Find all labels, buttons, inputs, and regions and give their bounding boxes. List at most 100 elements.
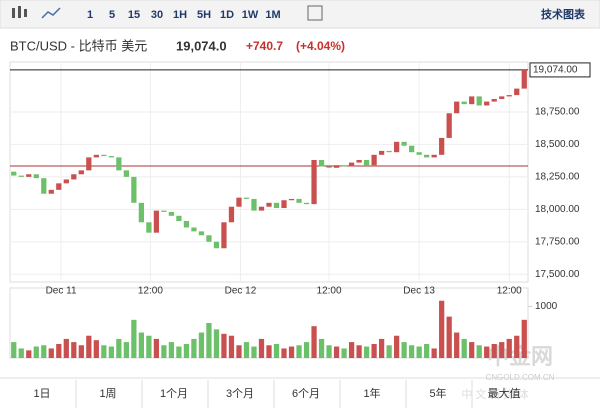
candle-body (93, 154, 99, 158)
candle-body (71, 174, 77, 180)
candle-body (326, 166, 332, 168)
volume-bar (431, 348, 437, 358)
candle-body (213, 241, 220, 249)
candle-body (386, 150, 392, 153)
volume-bar (108, 346, 114, 358)
candle-body (108, 156, 114, 158)
candle-body (348, 162, 355, 167)
candle-body (153, 210, 160, 233)
candle-body (371, 154, 377, 166)
candle-body (454, 101, 460, 114)
volume-bar (401, 342, 407, 358)
range-button[interactable]: 1周 (99, 387, 116, 400)
candle-body (303, 202, 310, 205)
x-tick-label: Dec 11 (46, 286, 77, 297)
candle-body (491, 98, 497, 102)
candle-body (221, 222, 227, 249)
volume-tick-label: 1000 (535, 301, 558, 312)
range-button[interactable]: 5年 (429, 386, 446, 400)
volume-bar (446, 316, 452, 358)
candle-body (183, 220, 190, 228)
candle-body (206, 235, 212, 242)
range-button[interactable]: 最大值 (488, 386, 521, 400)
interval-button[interactable]: 5H (197, 9, 211, 21)
candle-body (243, 197, 250, 199)
volume-bar (499, 342, 505, 358)
volume-bar (469, 342, 475, 358)
line-icon[interactable] (41, 7, 61, 19)
candle-body (41, 178, 47, 194)
volume-bar (86, 335, 92, 358)
last-price-box (529, 62, 591, 78)
range-button[interactable]: 3个月 (226, 387, 254, 400)
volume-bar (11, 342, 17, 358)
volume-bar (318, 338, 325, 358)
y-tick-label: 18,000.00 (535, 204, 580, 215)
volume-bar (71, 342, 77, 358)
watermark-slogan: 中 文 新 媒 体 (461, 387, 528, 401)
volume-bar (41, 345, 47, 358)
candle-body (191, 227, 197, 232)
volume-bar (161, 345, 167, 358)
volume-bar (491, 344, 497, 358)
range-button[interactable]: 1年 (363, 386, 380, 400)
volume-bar (206, 323, 212, 358)
candle-body (161, 210, 167, 212)
settings-icon[interactable] (307, 5, 323, 21)
interval-button[interactable]: 1H (173, 9, 187, 21)
candle-body (439, 137, 445, 155)
volume-bar (131, 319, 137, 358)
candle-body (63, 179, 69, 184)
volume-bar (363, 346, 370, 358)
candle-icon[interactable] (12, 6, 27, 18)
volume-bar (506, 338, 512, 358)
candle-body (469, 96, 475, 105)
candle-body (318, 159, 325, 167)
candle-body (101, 154, 107, 157)
volume-bar (484, 346, 490, 358)
range-button[interactable]: 1个月 (160, 387, 188, 400)
y-tick-label: 18,250.00 (535, 172, 580, 183)
candle-body (378, 150, 385, 155)
volume-bar (236, 345, 242, 358)
interval-button[interactable]: 5 (109, 9, 115, 21)
tech-chart-link[interactable]: 技术图表 (541, 7, 586, 21)
candle-body (431, 154, 437, 158)
candle-body (356, 159, 362, 163)
x-tick-label: 12:00 (317, 286, 342, 297)
volume-bar (326, 345, 332, 358)
interval-button[interactable]: 1 (87, 9, 93, 21)
candle-body (461, 101, 467, 105)
candle-body (228, 206, 235, 223)
candle-body (506, 95, 512, 97)
volume-bar (356, 345, 362, 358)
candle-body (78, 170, 84, 175)
candle-body (26, 174, 32, 177)
candle-body (514, 88, 520, 96)
volume-bar (191, 338, 197, 358)
candle-body (521, 69, 527, 89)
candle-body (116, 157, 122, 171)
interval-button[interactable]: 1M (265, 9, 280, 21)
interval-button[interactable]: 15 (128, 9, 140, 21)
volume-bar (146, 335, 152, 358)
candle-body (333, 165, 340, 168)
candle-body (138, 202, 145, 223)
interval-button[interactable]: 1W (242, 9, 259, 21)
range-button[interactable]: 1日 (33, 388, 50, 400)
volume-bar (461, 338, 467, 358)
candle-body (288, 198, 295, 201)
volume-bar (138, 332, 145, 358)
interval-button[interactable]: 1D (220, 9, 234, 21)
toolbar (0, 0, 600, 29)
range-button[interactable]: 6个月 (292, 387, 320, 400)
volume-bar (176, 346, 182, 358)
candle-body (33, 174, 39, 179)
candle-body (266, 202, 272, 207)
interval-button[interactable]: 30 (151, 9, 163, 21)
last-price-label: 19,074.00 (533, 65, 578, 76)
volume-bar (333, 346, 340, 358)
volume-bar (221, 333, 227, 358)
volume-bar (18, 348, 24, 358)
x-tick-label: Dec 12 (225, 286, 257, 297)
